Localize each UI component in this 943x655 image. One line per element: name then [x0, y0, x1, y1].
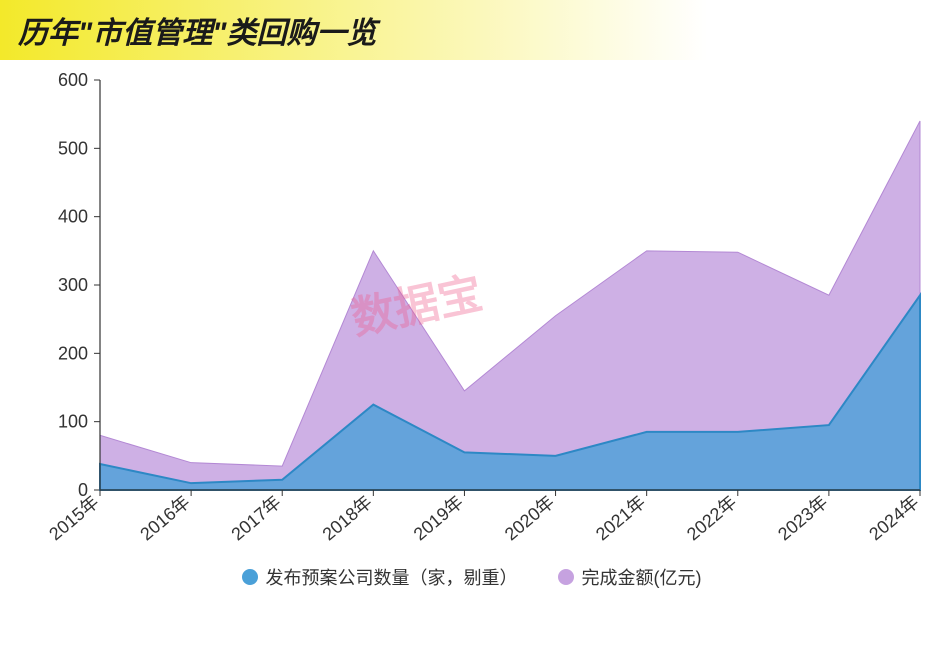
x-tick-label: 2020年 [501, 492, 558, 545]
chart-container: 01002003004005006002015年2016年2017年2018年2… [0, 70, 943, 560]
y-tick-label: 100 [58, 412, 88, 432]
chart-title-bar: 历年"市值管理"类回购一览 [0, 0, 943, 60]
legend-item: 发布预案公司数量（家，剔重） [242, 564, 518, 590]
x-tick-label: 2017年 [227, 492, 284, 545]
x-tick-label: 2015年 [45, 492, 102, 545]
y-tick-label: 500 [58, 138, 88, 158]
x-tick-label: 2019年 [410, 492, 467, 545]
legend-item: 完成金额(亿元) [558, 564, 702, 590]
area-chart: 01002003004005006002015年2016年2017年2018年2… [0, 70, 943, 560]
x-tick-label: 2021年 [592, 492, 649, 545]
legend-swatch [558, 569, 574, 585]
y-tick-label: 600 [58, 70, 88, 90]
legend-label: 完成金额(亿元) [582, 564, 702, 590]
y-tick-label: 400 [58, 207, 88, 227]
y-tick-label: 200 [58, 343, 88, 363]
x-tick-label: 2016年 [136, 492, 193, 545]
legend-swatch [242, 569, 258, 585]
x-tick-label: 2024年 [865, 492, 922, 545]
legend-label: 发布预案公司数量（家，剔重） [266, 564, 518, 590]
y-tick-label: 300 [58, 275, 88, 295]
x-tick-label: 2018年 [319, 492, 376, 545]
x-tick-label: 2022年 [683, 492, 740, 545]
legend: 发布预案公司数量（家，剔重） 完成金额(亿元) [0, 564, 943, 590]
chart-title: 历年"市值管理"类回购一览 [18, 17, 376, 50]
x-tick-label: 2023年 [774, 492, 831, 545]
